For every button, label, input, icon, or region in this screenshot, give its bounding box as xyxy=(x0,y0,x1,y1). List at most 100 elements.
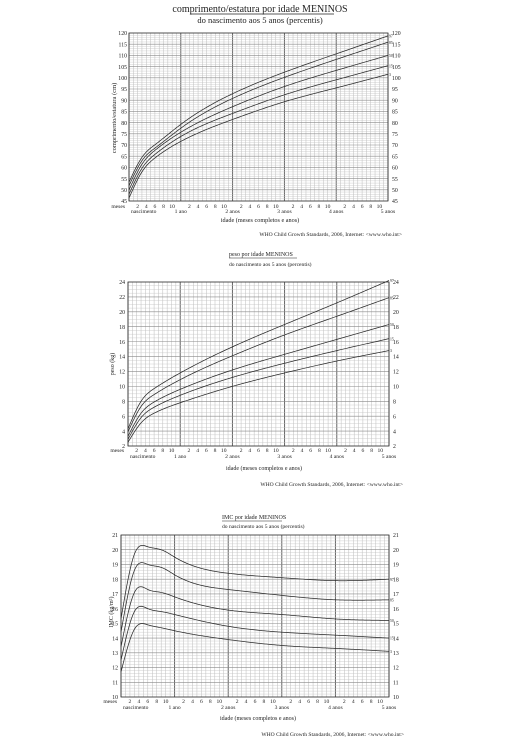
y-tick-label: 12 xyxy=(393,666,399,672)
chart-grid xyxy=(128,32,389,202)
y-tick-label: 120 xyxy=(392,31,401,37)
x-month-tick: 6 xyxy=(146,699,149,705)
x-month-tick: 8 xyxy=(263,699,266,705)
y-tick-label: 95 xyxy=(392,87,398,93)
y-tick-label: 10 xyxy=(393,695,399,701)
y-tick-label: 80 xyxy=(392,121,398,127)
x-month-tick: 10 xyxy=(325,204,331,210)
x-month-tick: 10 xyxy=(169,204,175,210)
percentile-label: 50 xyxy=(390,323,394,327)
x-month-tick: 10 xyxy=(163,699,169,705)
y-tick-label: 115 xyxy=(392,42,401,48)
x-month-tick: 2 xyxy=(344,448,347,454)
y-tick-label: 24 xyxy=(119,280,125,286)
x-month-tick: 10 xyxy=(273,204,279,210)
x-month-tick: 6 xyxy=(200,699,203,705)
x-month-tick: 4 xyxy=(197,204,200,210)
x-start-label: meses xyxy=(111,204,125,210)
y-tick-label: 4 xyxy=(393,429,396,435)
y-tick-label: 50 xyxy=(392,188,398,194)
percentile-label: 85 xyxy=(390,598,394,602)
chart-subtitle: do nascimento aos 5 anos (percentis) xyxy=(197,15,323,25)
percentile-label: 97 xyxy=(390,279,394,283)
chart-subtitle: do nascimento aos 5 anos (percentis) xyxy=(222,523,305,530)
x-month-tick: 4 xyxy=(248,448,251,454)
x-month-tick: 8 xyxy=(155,699,158,705)
percentile-curves: 97 85 50 15 3 xyxy=(128,35,393,199)
x-month-tick: 4 xyxy=(352,699,355,705)
x-month-tick: 4 xyxy=(352,204,355,210)
y-tick-labels-left: 45 50 55 60 65 70 75 80 85 90 95 100 105 110 115 120 xyxy=(118,31,127,205)
y-tick-label: 12 xyxy=(119,370,125,376)
x-month-tick: 2 xyxy=(240,204,243,210)
x-month-tick: 6 xyxy=(309,204,312,210)
source-note: WHO Child Growth Standards, 2006, Intern… xyxy=(260,482,403,488)
x-year-label: 5 anos xyxy=(382,705,396,711)
x-month-tick: 8 xyxy=(266,448,269,454)
y-tick-label: 10 xyxy=(119,385,125,391)
y-tick-label: 65 xyxy=(392,154,398,160)
x-month-tick: 4 xyxy=(245,699,248,705)
y-tick-label: 65 xyxy=(121,154,127,160)
x-month-tick: 4 xyxy=(248,204,251,210)
percentile-line-3 xyxy=(128,73,389,199)
percentile-label: 3 xyxy=(390,349,392,353)
x-month-tick: 6 xyxy=(257,204,260,210)
y-tick-label: 17 xyxy=(393,592,399,598)
percentile-line-85 xyxy=(128,41,389,186)
x-month-tick: 8 xyxy=(318,448,321,454)
x-month-tick: 10 xyxy=(377,699,383,705)
x-month-tick: 2 xyxy=(292,448,295,454)
y-tick-label: 2 xyxy=(122,444,125,450)
x-month-tick: 10 xyxy=(216,699,222,705)
y-tick-label: 20 xyxy=(393,548,399,554)
birth-label: nascimento xyxy=(131,209,157,215)
percentile-label: 50 xyxy=(390,619,394,623)
x-year-label: 3 anos xyxy=(277,454,291,460)
x-month-tick: 8 xyxy=(214,448,217,454)
chart-title: IMC por idade MENINOS xyxy=(222,515,286,521)
bmi-for-age-chart: IMC por idade MENINOS do nascimento aos … xyxy=(103,515,404,738)
percentile-line-3 xyxy=(120,623,390,673)
y-axis-label: peso (kg) xyxy=(109,353,116,376)
y-tick-label: 18 xyxy=(393,577,399,583)
y-tick-label: 21 xyxy=(393,533,399,539)
x-month-tick: 6 xyxy=(254,699,257,705)
plot-frame xyxy=(127,281,390,447)
x-month-tick: 6 xyxy=(153,448,156,454)
y-tick-label: 55 xyxy=(121,177,127,183)
percentile-line-97 xyxy=(127,280,390,429)
x-month-tick: 10 xyxy=(377,204,383,210)
percentile-curves: 97 85 50 15 3 xyxy=(127,279,394,443)
x-month-tick: 6 xyxy=(257,448,260,454)
y-tick-label: 20 xyxy=(112,548,118,554)
percentile-line-50 xyxy=(127,324,390,437)
percentile-label: 15 xyxy=(389,64,393,68)
y-tick-label: 12 xyxy=(393,370,399,376)
y-tick-label: 6 xyxy=(122,414,125,420)
y-tick-label: 14 xyxy=(119,355,125,361)
y-tick-label: 11 xyxy=(393,680,399,686)
y-tick-label: 75 xyxy=(121,132,127,138)
x-axis-label: idade (meses completos e anos) xyxy=(220,715,296,722)
y-tick-label: 2 xyxy=(393,444,396,450)
y-tick-label: 105 xyxy=(392,65,401,71)
x-month-tick: 8 xyxy=(318,204,321,210)
x-start-label: meses xyxy=(110,448,124,454)
x-month-tick: 4 xyxy=(353,448,356,454)
percentile-line-3 xyxy=(127,350,390,443)
y-tick-label: 20 xyxy=(393,310,399,316)
x-month-tick: 8 xyxy=(266,204,269,210)
y-axis-label: IMC (kg/m²) xyxy=(108,597,115,628)
y-tick-label: 100 xyxy=(118,76,127,82)
y-tick-label: 70 xyxy=(392,143,398,149)
y-tick-label: 50 xyxy=(121,188,127,194)
x-year-label: 4 anos xyxy=(330,454,344,460)
y-tick-label: 12 xyxy=(112,666,118,672)
x-month-tick: 4 xyxy=(137,699,140,705)
x-month-tick: 2 xyxy=(188,448,191,454)
y-tick-label: 10 xyxy=(112,695,118,701)
